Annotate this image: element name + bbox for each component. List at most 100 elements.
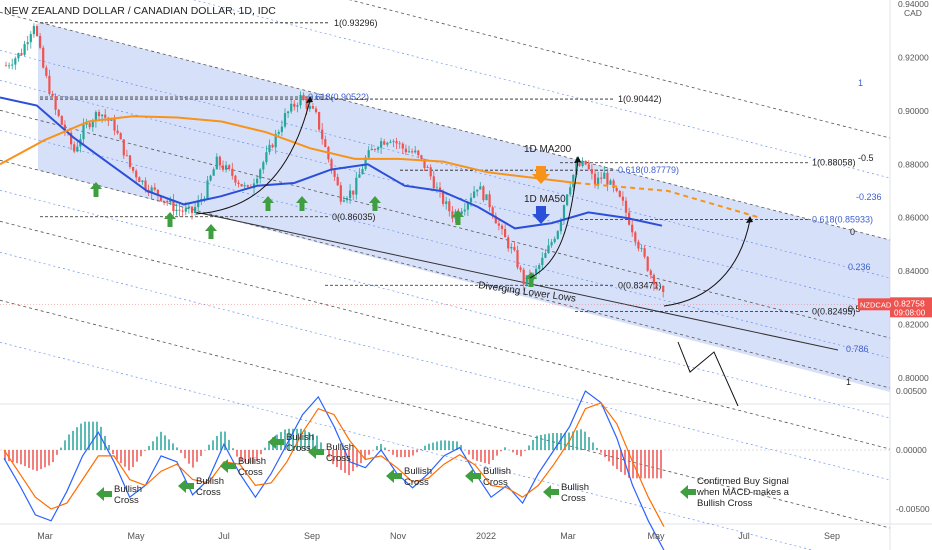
candle-body	[265, 152, 268, 163]
candle-body	[463, 209, 466, 212]
macd-histogram-bar	[80, 423, 82, 450]
bullish-cross-label-6: Bullish	[483, 466, 511, 477]
bullish-cross-label-2-7: Cross	[561, 493, 586, 504]
candle-body	[318, 112, 321, 130]
candle-body	[274, 133, 277, 148]
candle-body	[361, 168, 364, 175]
candle-body	[206, 180, 209, 199]
candle-body	[23, 44, 26, 55]
candle-body	[94, 112, 97, 122]
macd-histogram-bar	[44, 450, 46, 468]
macd-histogram-bar	[96, 421, 98, 450]
candle-body	[634, 232, 637, 242]
candle-body	[116, 130, 119, 134]
candle-body	[181, 210, 184, 212]
candle-body	[414, 150, 417, 153]
macd-histogram-bar	[284, 429, 286, 450]
macd-histogram-bar	[104, 435, 106, 450]
candle-body	[132, 167, 135, 171]
macd-histogram-bar	[296, 428, 298, 450]
macd-histogram-bar	[636, 450, 638, 479]
candle-body	[243, 185, 246, 187]
price-tick-0: 0.94000	[898, 0, 929, 9]
bullish-cross-label-5: Bullish	[404, 466, 432, 477]
candle-body	[590, 169, 593, 174]
candle-body	[451, 211, 454, 219]
candle-body	[11, 64, 14, 66]
candle-body	[420, 155, 423, 159]
macd-signal-line	[3, 402, 665, 527]
macd-histogram-bar	[544, 434, 546, 450]
macd-histogram-bar	[20, 450, 22, 465]
macd-histogram-bar	[64, 440, 66, 450]
candle-body	[256, 178, 259, 184]
candle-body	[169, 200, 172, 203]
macd-histogram-bar	[376, 446, 378, 450]
macd-histogram-bar	[424, 445, 426, 450]
candle-body	[29, 34, 32, 43]
candle-body	[302, 94, 305, 101]
candle-body	[287, 111, 290, 114]
price-tick-5: 0.84000	[898, 266, 929, 276]
candle-body	[113, 119, 116, 131]
candle-body	[522, 269, 525, 285]
candle-body	[163, 200, 166, 202]
buy-arrow-icon-5	[369, 196, 381, 211]
candle-body	[578, 163, 581, 167]
bullish-cross-label-7: Bullish	[561, 482, 589, 493]
candle-body	[606, 172, 609, 185]
candle-body	[122, 139, 125, 156]
candle-body	[314, 108, 318, 113]
macd-histogram-bar	[596, 447, 598, 450]
candle-body	[54, 96, 57, 110]
candle-body	[104, 114, 107, 118]
macd-histogram-bar	[344, 450, 346, 473]
candle-body	[485, 194, 488, 201]
macd-histogram-bar	[488, 450, 490, 465]
macd-histogram-bar	[332, 450, 334, 465]
ma200-arrow-icon	[532, 166, 550, 184]
macd-histogram-bar	[120, 450, 122, 464]
candle-body	[277, 131, 280, 134]
candle-body	[631, 224, 634, 233]
candle-body	[172, 200, 175, 212]
candle-body	[469, 197, 473, 203]
candle-body	[572, 174, 575, 188]
ma200-projection	[576, 182, 761, 219]
candle-body	[141, 180, 144, 183]
macd-histogram-bar	[292, 428, 294, 450]
candle-body	[333, 170, 336, 177]
price-tick-7: 0.80000	[898, 373, 929, 383]
macd-histogram-bar	[268, 441, 270, 450]
macd-histogram-bar	[252, 450, 254, 464]
candle-body	[138, 177, 141, 183]
candle-body	[473, 191, 476, 198]
macd-line	[3, 390, 665, 550]
candle-body	[290, 103, 293, 112]
channel-level-label-4: 0.5	[848, 304, 861, 314]
axes: 0.94000 0.92000 0.90000 0.88000 0.86000 0.840…	[4, 0, 932, 541]
candle-body	[209, 175, 212, 181]
projection-curve-3	[663, 219, 751, 307]
candle-body	[398, 143, 401, 145]
candle-body	[342, 200, 345, 202]
macd-histogram-bar	[88, 421, 90, 450]
candle-body	[519, 267, 522, 270]
candle-body	[556, 231, 559, 239]
candle-body	[553, 238, 556, 243]
macd-histogram-bar	[140, 450, 142, 457]
buy-arrow-icon-4	[296, 196, 308, 211]
macd-histogram-bar	[76, 427, 78, 450]
macd-histogram-bar	[372, 450, 374, 451]
macd-histogram-bar	[500, 450, 502, 452]
candle-body	[593, 173, 597, 185]
candle-body	[525, 275, 528, 285]
candle-body	[383, 141, 386, 145]
candle-body	[584, 160, 587, 165]
candle-body	[97, 112, 101, 117]
macd-histogram-bar	[444, 440, 446, 450]
candle-body	[187, 206, 190, 209]
candle-body	[575, 163, 578, 175]
channel-line-blue-1	[0, 49, 891, 279]
